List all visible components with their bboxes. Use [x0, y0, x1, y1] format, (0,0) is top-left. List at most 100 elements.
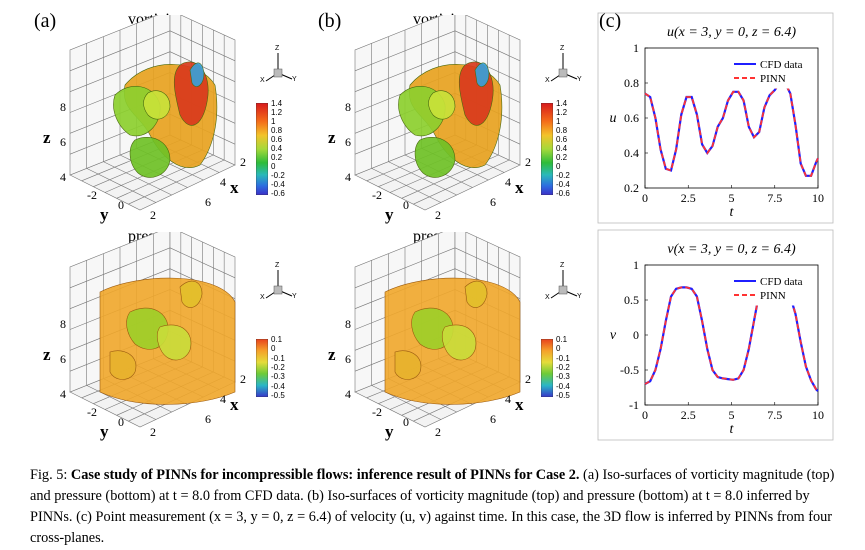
x-axis-label: t	[730, 205, 735, 220]
colorbar-tick-label: -0.1	[556, 353, 570, 363]
caption-rest: (a) Iso-surfaces of vorticity magnitude …	[30, 467, 835, 546]
z-tick-label: 8	[60, 100, 66, 114]
x-tick-label: 0	[642, 191, 648, 205]
y-tick-label: 0.4	[624, 146, 639, 160]
line-plots: 0 2.5 5 7.5 100.20.40.60.81u(x = 3, y = 0, z…	[597, 12, 834, 441]
vorticity-isosurface	[398, 61, 503, 178]
x-tick-label: 6	[205, 195, 211, 209]
y-axis-label: y	[385, 205, 394, 224]
z-tick-label: 4	[345, 387, 351, 401]
legend-label: CFD data	[760, 59, 803, 71]
triad-x-label: X	[545, 294, 550, 301]
triad-y-label: Y	[577, 293, 582, 300]
x-tick-label: 6	[205, 412, 211, 426]
z-tick-label: 6	[60, 135, 66, 149]
x-tick-label: 4	[505, 392, 511, 406]
colorbar	[541, 103, 553, 195]
y-tick-label: 1	[633, 41, 639, 55]
caption-lead: Fig. 5:	[30, 467, 71, 483]
colorbar-tick-label: -0.2	[271, 171, 285, 180]
colorbar-tick-label: 1	[556, 117, 561, 126]
x-tick-label: 5	[729, 191, 735, 205]
y-tick-label: 2	[150, 208, 156, 222]
colorbar-tick-label: -0.4	[556, 381, 570, 391]
colorbar-tick-label: -0.3	[271, 372, 285, 382]
triad-x-label: X	[260, 77, 265, 84]
panel-a-label: (a)	[34, 10, 57, 32]
x-tick-label: 2	[525, 155, 531, 169]
y-tick-label: 0	[118, 198, 124, 212]
colorbar-tick-label: 0	[271, 344, 276, 354]
x-tick-label: 2	[240, 372, 246, 386]
y-tick-label: 0	[403, 198, 409, 212]
axis-triad-icon	[265, 270, 293, 299]
x-axis-label: x	[230, 395, 239, 414]
z-tick-label: 8	[345, 100, 351, 114]
y-tick-label: -2	[87, 188, 97, 202]
z-tick-label: 8	[345, 317, 351, 331]
axis-triad-icon	[550, 270, 578, 299]
z-tick-label: 4	[60, 170, 66, 184]
colorbar-tick-label: 1.2	[556, 108, 568, 117]
triad-x-label: X	[260, 294, 265, 301]
vorticity-isosurface-box	[69, 15, 236, 211]
y-tick-label: 0	[403, 415, 409, 429]
x-tick-label: 0	[642, 408, 648, 422]
y-tick-label: 1	[633, 258, 639, 272]
colorbar-tick-label: 1.2	[271, 108, 283, 117]
y-tick-label: -0.5	[620, 363, 639, 377]
colorbar-tick-label: 0.6	[271, 135, 283, 144]
colorbar-tick-label: 0	[556, 162, 561, 171]
x-tick-label: 2	[525, 372, 531, 386]
x-tick-label: 5	[729, 408, 735, 422]
colorbar-tick-label: 0.2	[271, 153, 283, 162]
colorbar-tick-label: -0.2	[556, 363, 570, 372]
legend-label: CFD data	[760, 276, 803, 288]
colorbar-tick-label: -0.4	[556, 180, 570, 189]
x-tick-label: 2.5	[681, 191, 696, 205]
vorticity-isosurface	[113, 61, 218, 178]
plot3d-b-bottom: pressurezyx864-202246ZXY0.10-0.1-0.2-0.3…	[315, 228, 595, 447]
colorbar-tick-label: 0.4	[271, 144, 283, 153]
colorbar-tick-label: 0.2	[556, 153, 568, 162]
y-tick-label: 0.8	[624, 76, 639, 90]
series-line-pinn	[644, 82, 819, 177]
colorbar-tick-label: 0	[556, 344, 561, 354]
triad-y-label: Y	[292, 293, 297, 300]
legend-box	[729, 53, 815, 89]
colorbar-tick-label: -0.5	[271, 391, 285, 400]
y-axis-label: y	[100, 205, 109, 224]
y-tick-label: 2	[150, 425, 156, 439]
x-tick-label: 4	[505, 175, 511, 189]
triad-x-label: X	[545, 77, 550, 84]
chart-outer-frame	[597, 229, 834, 441]
colorbar-tick-label: -0.4	[271, 180, 285, 189]
line-chart-1: 0 2.5 5 7.5 10 -1 -0.5 0 0.5 1 v(x = 3, y = 0, z =…	[597, 229, 834, 441]
y-tick-label: 0.2	[624, 181, 639, 195]
y-tick-label: -1	[629, 398, 639, 412]
x-tick-label: 10	[812, 408, 824, 422]
axis-triad-icon	[550, 53, 578, 82]
colorbar	[256, 103, 268, 195]
plot3d-a-top: vorticityzyx864-202246ZXY1.41.210.80.60.…	[30, 11, 310, 230]
colorbar	[541, 339, 553, 397]
colorbar-tick-label: -0.5	[556, 391, 570, 400]
plot3d-b-top: vorticityzyx864-202246ZXY1.41.210.80.60.…	[315, 11, 595, 230]
y-tick-label: -2	[372, 405, 382, 419]
chart-title: u(x = 3, y = 0, z = 6.4)	[667, 25, 796, 40]
y-axis-label: u	[610, 111, 617, 126]
z-axis-label: z	[43, 128, 51, 147]
chart-title: v(x = 3, y = 0, z = 6.4)	[667, 242, 796, 257]
colorbar-tick-label: 0.8	[271, 126, 283, 135]
pressure-isosurface-box	[69, 232, 236, 428]
y-tick-label: -2	[372, 188, 382, 202]
triad-z-label: Z	[275, 262, 280, 269]
x-tick-label: 7.5	[767, 408, 782, 422]
legend-label: PINN	[760, 73, 786, 85]
legend-box	[729, 270, 815, 306]
y-axis-label: y	[385, 422, 394, 441]
y-axis-label: v	[610, 328, 617, 343]
colorbar-tick-label: -0.2	[271, 363, 285, 372]
z-tick-label: 4	[60, 387, 66, 401]
x-tick-label: 6	[490, 412, 496, 426]
